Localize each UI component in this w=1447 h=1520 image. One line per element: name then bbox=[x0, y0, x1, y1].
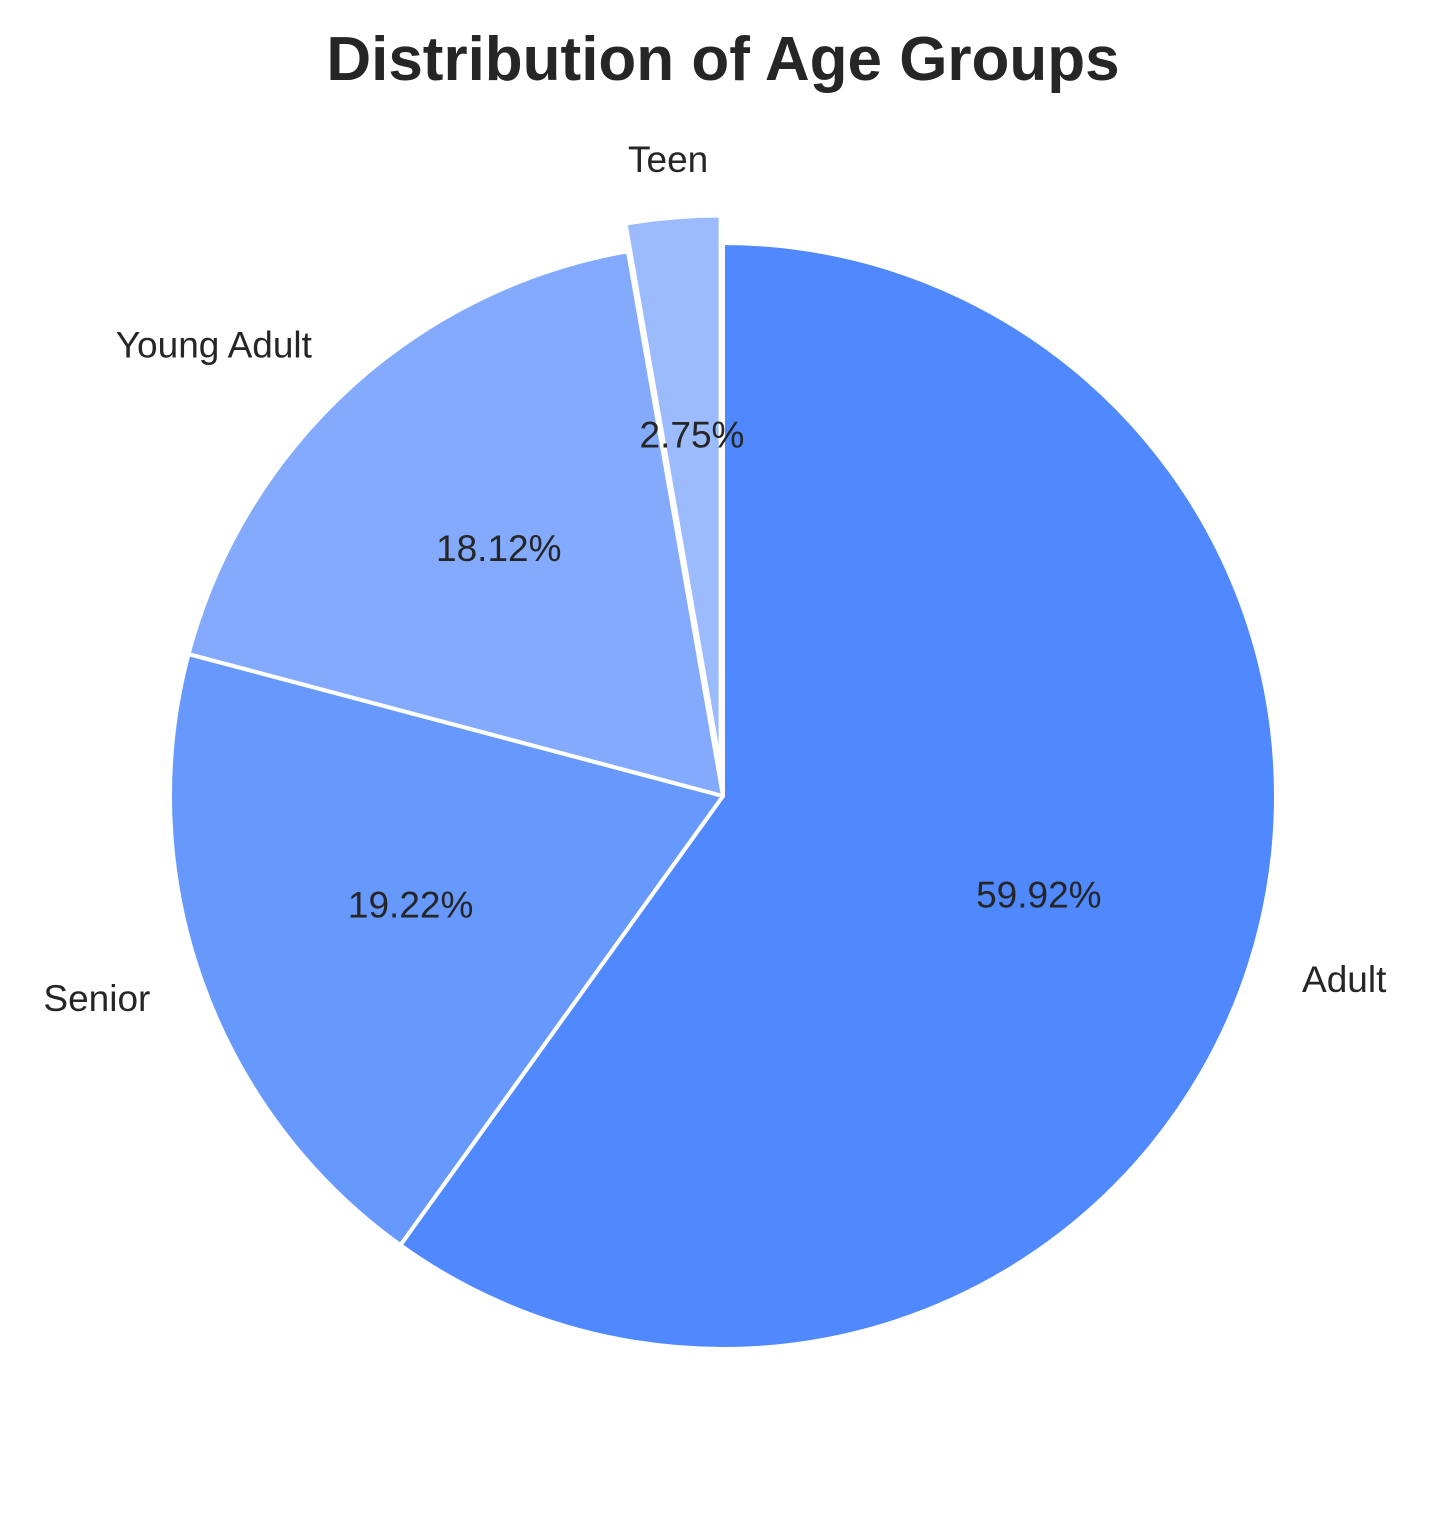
pct-label-senior: 19.22% bbox=[348, 885, 474, 926]
slice-label-adult: Adult bbox=[1302, 959, 1387, 1000]
pie-slice-young-adult bbox=[186, 249, 725, 798]
slice-label-teen: Teen bbox=[628, 139, 708, 180]
pct-label-adult: 59.92% bbox=[976, 874, 1102, 915]
slice-label-young-adult: Young Adult bbox=[116, 324, 313, 365]
slice-label-senior: Senior bbox=[43, 978, 150, 1019]
chart-title: Distribution of Age Groups bbox=[326, 25, 1119, 94]
pct-label-young-adult: 18.12% bbox=[436, 528, 562, 569]
pct-label-teen: 2.75% bbox=[640, 415, 745, 456]
pie-labels: 59.92% Adult 19.22% Senior 18.12% Young Adult… bbox=[43, 139, 1387, 1019]
pie-slice-adult bbox=[398, 241, 1278, 1351]
pie-slices bbox=[168, 213, 1278, 1351]
pie-slice-senior bbox=[168, 652, 725, 1248]
pie-slice-teen bbox=[623, 213, 723, 771]
